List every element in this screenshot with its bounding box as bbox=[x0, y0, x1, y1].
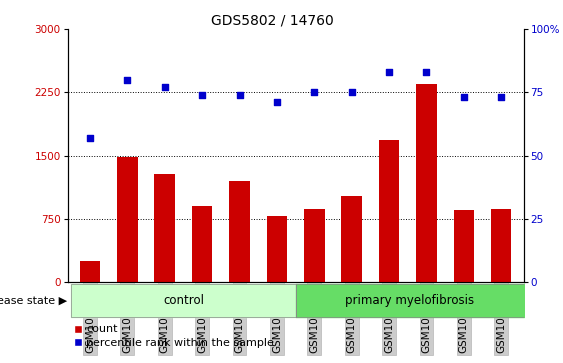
Bar bbox=[379, 140, 399, 282]
Bar bbox=[192, 206, 212, 282]
Text: GSM1084996: GSM1084996 bbox=[160, 284, 170, 353]
Legend: count, percentile rank within the sample: count, percentile rank within the sample bbox=[73, 325, 274, 348]
Text: primary myelofibrosis: primary myelofibrosis bbox=[345, 294, 474, 307]
Bar bbox=[229, 181, 250, 282]
Bar bbox=[416, 84, 437, 282]
Text: GSM1085002: GSM1085002 bbox=[384, 284, 394, 353]
Point bbox=[160, 84, 169, 90]
Point bbox=[497, 94, 506, 100]
Point bbox=[459, 94, 468, 100]
Bar bbox=[267, 216, 287, 282]
Point bbox=[235, 92, 244, 98]
Point bbox=[310, 89, 319, 95]
Point bbox=[347, 89, 356, 95]
Text: GSM1084999: GSM1084999 bbox=[272, 284, 282, 353]
Text: disease state ▶: disease state ▶ bbox=[0, 295, 67, 306]
Bar bbox=[491, 209, 511, 282]
Bar bbox=[341, 196, 362, 282]
Text: GSM1085000: GSM1085000 bbox=[309, 284, 319, 353]
Text: GSM1084997: GSM1084997 bbox=[197, 284, 207, 353]
Text: GSM1085004: GSM1085004 bbox=[459, 284, 469, 353]
Title: GDS5802 / 14760: GDS5802 / 14760 bbox=[211, 14, 334, 28]
Text: GSM1085003: GSM1085003 bbox=[421, 284, 431, 353]
Point bbox=[385, 69, 394, 75]
Text: GSM1085005: GSM1085005 bbox=[496, 284, 506, 353]
Bar bbox=[296, 284, 524, 317]
Bar bbox=[117, 157, 137, 282]
Point bbox=[86, 135, 95, 141]
Point bbox=[198, 92, 207, 98]
Bar bbox=[304, 209, 324, 282]
Text: GSM1085001: GSM1085001 bbox=[347, 284, 356, 353]
Bar bbox=[454, 211, 474, 282]
Point bbox=[272, 99, 282, 105]
Bar bbox=[72, 284, 296, 317]
Bar bbox=[80, 261, 100, 282]
Bar bbox=[154, 174, 175, 282]
Text: GSM1084995: GSM1084995 bbox=[122, 284, 132, 353]
Point bbox=[123, 77, 132, 82]
Point bbox=[422, 69, 431, 75]
Text: control: control bbox=[163, 294, 204, 307]
Text: GSM1084994: GSM1084994 bbox=[85, 284, 95, 353]
Text: GSM1084998: GSM1084998 bbox=[235, 284, 244, 353]
